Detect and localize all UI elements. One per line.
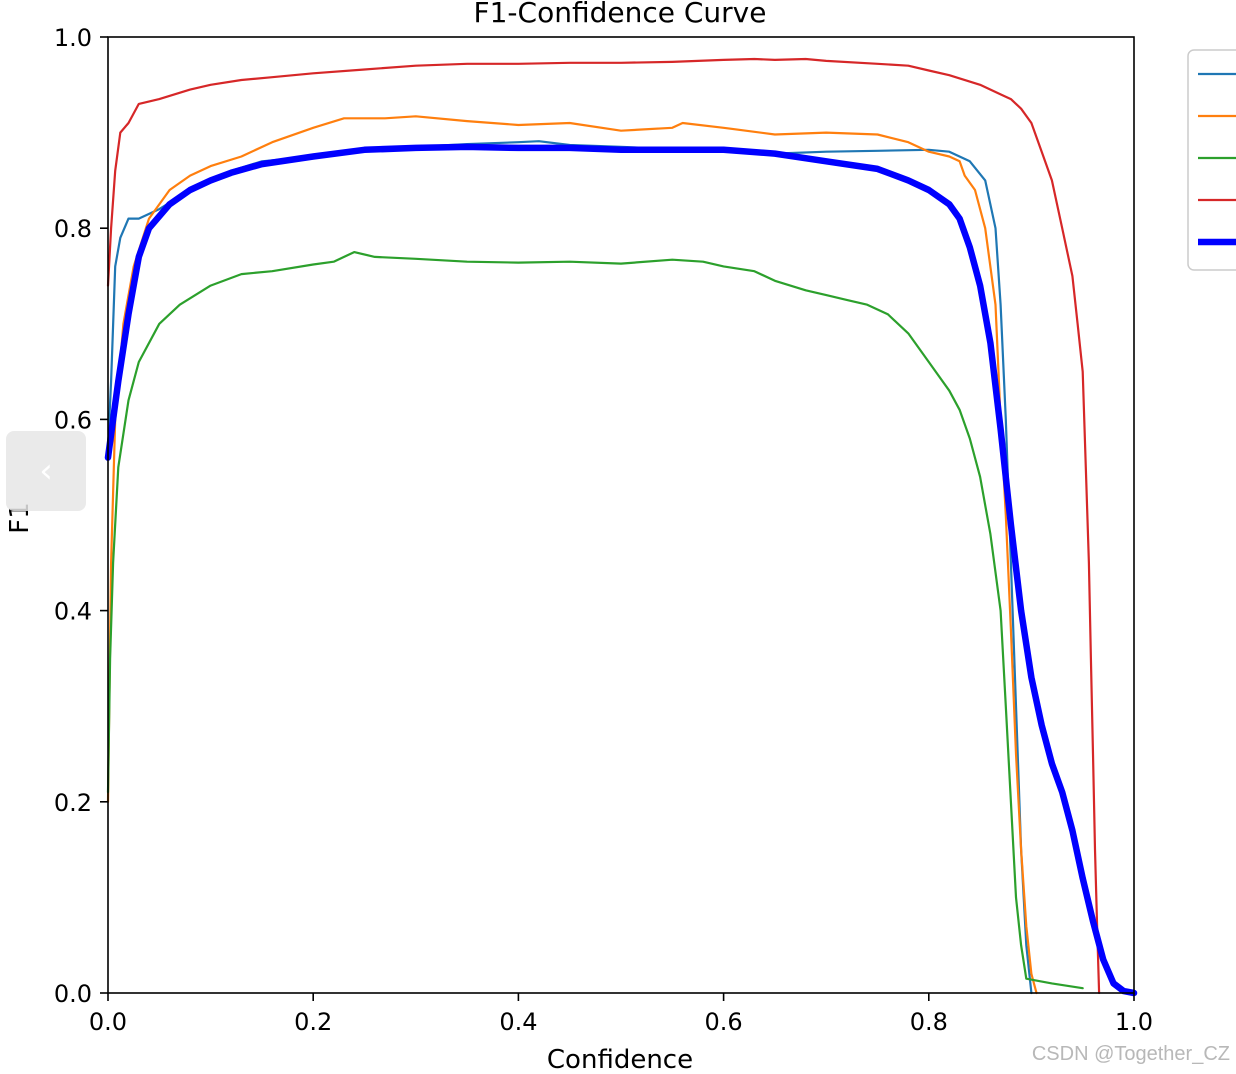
- series-line-0: [106, 140, 1033, 995]
- series-line-2: [106, 251, 1084, 990]
- back-arrow-button[interactable]: ‹: [6, 431, 86, 511]
- series-line-3: [106, 57, 1101, 995]
- series-line-1: [106, 115, 1038, 995]
- plot-frame: [107, 36, 1135, 994]
- x-tick-label: 0.0: [89, 1008, 127, 1036]
- series-layer: [104, 57, 1138, 997]
- x-tick-label: 0.8: [910, 1008, 948, 1036]
- y-tick-label: 0.8: [54, 215, 92, 243]
- y-tick-label: 0.6: [54, 406, 92, 434]
- x-tick-label: 0.6: [705, 1008, 743, 1036]
- x-tick-label: 0.4: [499, 1008, 537, 1036]
- x-axis: 0.0 0.2 0.4 0.6 0.8 1.0: [89, 993, 1153, 1036]
- chart-title: F1-Confidence Curve: [474, 0, 767, 29]
- x-tick-label: 0.2: [294, 1008, 332, 1036]
- y-tick-label: 1.0: [54, 24, 92, 52]
- chevron-left-icon: ‹: [39, 451, 53, 491]
- x-axis-label: Confidence: [547, 1045, 693, 1074]
- legend-box: [1187, 49, 1236, 271]
- y-tick-label: 0.2: [54, 789, 92, 817]
- x-tick-label: 1.0: [1115, 1008, 1153, 1036]
- legend: [1187, 49, 1236, 271]
- y-axis: 0.0 0.2 0.4 0.6 0.8 1.0: [54, 24, 108, 1008]
- series-line-4: [104, 143, 1138, 997]
- y-tick-label: 0.0: [54, 980, 92, 1008]
- watermark: CSDN @Together_CZ: [1031, 1043, 1230, 1065]
- y-tick-label: 0.4: [54, 598, 92, 626]
